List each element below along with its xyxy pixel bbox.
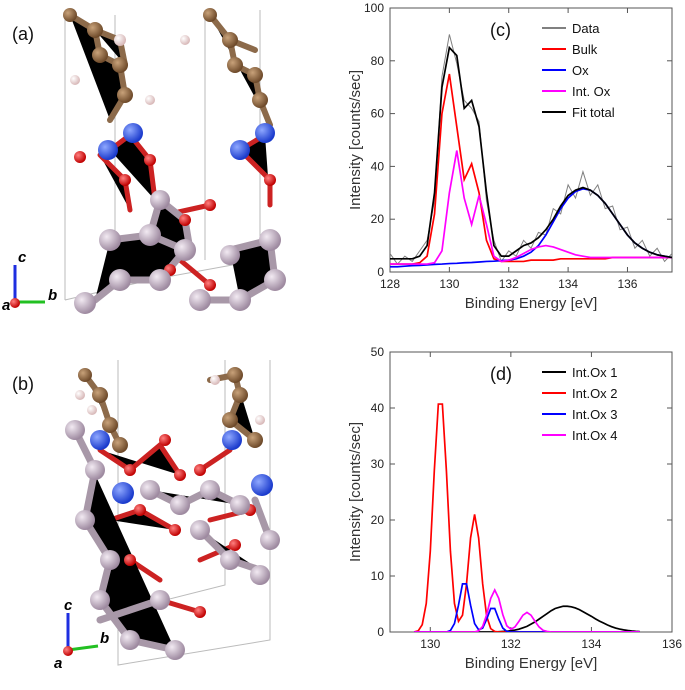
legend-label: Int.Ox 2 — [572, 386, 618, 401]
y-tick-label: 100 — [364, 1, 384, 15]
x-tick-label: 136 — [662, 637, 682, 651]
y-tick-label: 50 — [371, 345, 385, 359]
axis-label: a — [54, 655, 62, 672]
x-axis-label: Binding Energy [eV] — [465, 295, 598, 312]
structure-a — [63, 8, 286, 314]
legend-label: Int.Ox 4 — [572, 428, 618, 443]
series-line — [390, 150, 672, 265]
plot-frame — [389, 7, 673, 273]
y-tick-label: 20 — [371, 212, 385, 226]
series-line — [414, 582, 640, 632]
chart: 128 130 132 134 136 0 20 40 60 80 100 Binding Energ… — [347, 1, 673, 312]
axis-label: a — [2, 297, 10, 314]
y-tick-label: 10 — [371, 569, 385, 583]
plot-frame — [389, 351, 673, 633]
x-tick-label: 134 — [558, 277, 578, 291]
panel-label: (d) — [490, 364, 512, 384]
series-line — [390, 45, 672, 260]
axis-label: b — [100, 630, 109, 647]
panel-label: (a) — [12, 24, 34, 44]
legend-label: Int.Ox 3 — [572, 407, 618, 422]
x-tick-label: 136 — [617, 277, 637, 291]
x-tick-label: 132 — [501, 637, 521, 651]
x-tick-label: 128 — [380, 277, 400, 291]
y-tick-label: 60 — [371, 107, 385, 121]
legend-label: Bulk — [572, 42, 598, 57]
axis-triad-b: c a b — [54, 597, 109, 672]
y-tick-label: 40 — [371, 401, 385, 415]
y-axis-label: Intensity [counts/sec] — [347, 70, 364, 210]
y-tick-label: 0 — [377, 625, 384, 639]
x-tick-label: 132 — [499, 277, 519, 291]
legend-label: Fit total — [572, 105, 615, 120]
y-tick-label: 40 — [371, 159, 385, 173]
axis-label: b — [48, 287, 57, 304]
y-tick-label: 30 — [371, 457, 385, 471]
chart: 130 132 134 136 0 10 20 30 40 50 Binding Energy [e… — [347, 345, 682, 672]
x-tick-label: 130 — [420, 637, 440, 651]
series-line — [413, 403, 640, 632]
axis-triad-a: c a b — [2, 249, 57, 314]
y-tick-label: 20 — [371, 513, 385, 527]
y-tick-label: 80 — [371, 54, 385, 68]
series-line — [414, 605, 640, 632]
x-tick-label: 134 — [581, 637, 601, 651]
x-axis-label: Binding Energy [eV] — [465, 655, 598, 672]
x-tick-label: 130 — [439, 277, 459, 291]
y-axis-label: Intensity [counts/sec] — [347, 422, 364, 562]
panel-label: (c) — [490, 20, 511, 40]
legend-label: Int.Ox 1 — [572, 365, 618, 380]
structure-b — [65, 360, 280, 666]
legend-label: Int. Ox — [572, 84, 611, 99]
legend-label: Data — [572, 21, 600, 36]
series-line — [390, 73, 672, 265]
legend-label: Ox — [572, 63, 589, 78]
series-line — [414, 588, 640, 632]
y-tick-label: 0 — [377, 265, 384, 279]
axis-label: c — [18, 249, 27, 266]
axis-label: c — [64, 597, 73, 614]
panel-label: (b) — [12, 374, 34, 394]
